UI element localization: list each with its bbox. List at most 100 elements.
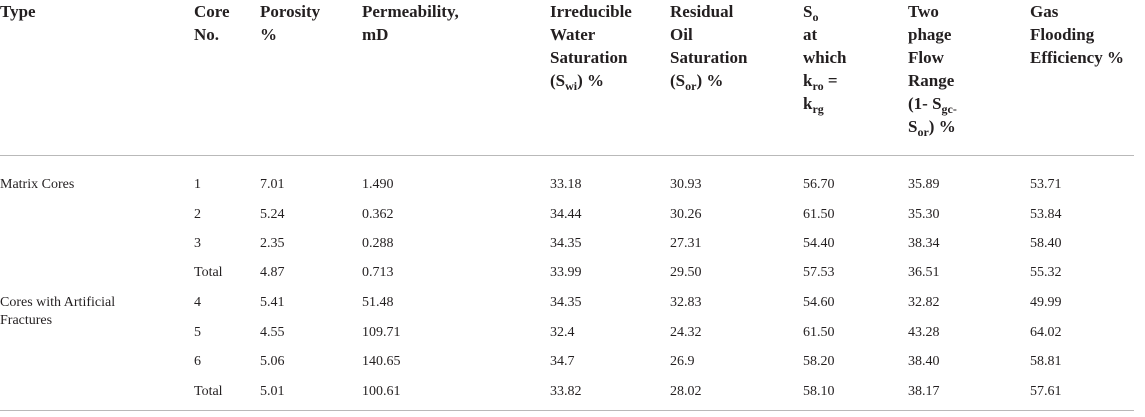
column-header-so: So at which kro = krg	[803, 0, 846, 115]
table-cell-so: 58.20	[803, 354, 835, 369]
table-cell-efficiency: 64.02	[1030, 325, 1062, 340]
header-text: Type	[0, 2, 36, 21]
table-cell-so: 61.50	[803, 207, 835, 222]
table-cell-porosity: 5.24	[260, 207, 285, 222]
table-cell-permeability: 100.61	[362, 384, 401, 399]
table-cell-porosity: 4.55	[260, 325, 285, 340]
header-subscript: rg	[812, 102, 824, 116]
table-cell-so: 61.50	[803, 325, 835, 340]
table-cell-efficiency: 53.84	[1030, 207, 1062, 222]
table-cell-twophase: 38.17	[908, 384, 940, 399]
table-cell-sor: 28.02	[670, 384, 702, 399]
header-text: ) %	[928, 117, 956, 136]
header-subscript: o	[812, 10, 819, 24]
header-text: Efficiency %	[1030, 48, 1124, 67]
table-cell-efficiency: 53.71	[1030, 177, 1062, 192]
table-cell-sor: 29.50	[670, 265, 702, 280]
header-text: Gas	[1030, 2, 1059, 21]
table-cell-efficiency: 55.32	[1030, 265, 1062, 280]
table-cell-porosity: 4.87	[260, 265, 285, 280]
table-cell-efficiency: 49.99	[1030, 295, 1062, 310]
header-text: Core	[194, 2, 230, 21]
table-cell-so: 54.40	[803, 236, 835, 251]
table-cell-swi: 34.35	[550, 236, 582, 251]
header-text: (1- S	[908, 94, 942, 113]
table-cell-twophase: 36.51	[908, 265, 940, 280]
table-cell-core: 4	[194, 295, 201, 310]
table-cell-porosity: 2.35	[260, 236, 285, 251]
table-cell-sor: 27.31	[670, 236, 702, 251]
table-cell-swi: 34.7	[550, 354, 575, 369]
table-cell-twophase: 35.30	[908, 207, 940, 222]
table-cell-permeability: 1.490	[362, 177, 394, 192]
header-subscript: or	[917, 125, 929, 139]
table-cell-twophase: 32.82	[908, 295, 940, 310]
header-text: Residual	[670, 2, 734, 21]
column-header-type: Type	[0, 0, 36, 23]
table-cell-permeability: 0.288	[362, 236, 394, 251]
header-text: k	[803, 94, 813, 113]
column-header-porosity: Porosity%	[260, 0, 320, 46]
header-text: ) %	[577, 71, 605, 90]
header-text: Two	[908, 2, 939, 21]
header-text: (S	[670, 71, 686, 90]
table-cell-sor: 30.93	[670, 177, 702, 192]
table-cell-permeability: 140.65	[362, 354, 401, 369]
table-cell-permeability: 51.48	[362, 295, 394, 310]
table-cell-so: 54.60	[803, 295, 835, 310]
table-cell-permeability: 0.362	[362, 207, 394, 222]
header-divider	[0, 155, 1134, 156]
header-text: at	[803, 25, 818, 44]
header-subscript: ro	[812, 79, 824, 93]
table-cell-efficiency: 58.81	[1030, 354, 1062, 369]
header-text: Oil	[670, 25, 693, 44]
table-cell-so: 58.10	[803, 384, 835, 399]
table-cell-porosity: 5.41	[260, 295, 285, 310]
table-cell-efficiency: 58.40	[1030, 236, 1062, 251]
table-cell-sor: 26.9	[670, 354, 695, 369]
table-cell-core: 3	[194, 236, 201, 251]
column-header-core: Core No.	[194, 0, 230, 46]
table-cell-twophase: 35.89	[908, 177, 940, 192]
table-cell-twophase: 38.40	[908, 354, 940, 369]
header-text: Range	[908, 71, 955, 90]
table-cell-porosity: 5.06	[260, 354, 285, 369]
header-text: =	[823, 71, 838, 90]
table-cell-so: 57.53	[803, 265, 835, 280]
column-header-efficiency: Gas Flooding Efficiency %	[1030, 0, 1124, 69]
table-cell-core: 1	[194, 177, 201, 192]
table-cell-permeability: 0.713	[362, 265, 394, 280]
header-text: k	[803, 71, 813, 90]
table-cell-core: 5	[194, 325, 201, 340]
header-text: Flooding	[1030, 25, 1095, 44]
header-text: Saturation	[670, 48, 748, 67]
header-text: Saturation	[550, 48, 628, 67]
header-text: phage	[908, 25, 952, 44]
table-cell-swi: 33.82	[550, 384, 582, 399]
table-cell-swi: 34.44	[550, 207, 582, 222]
table-cell-permeability: 109.71	[362, 325, 401, 340]
header-text: %	[260, 25, 277, 44]
table-cell-core: Total	[194, 384, 223, 399]
header-text: mD	[362, 25, 389, 44]
header-text: Permeability,	[362, 2, 459, 21]
column-header-sor: Residual Oil Saturation (Sor) %	[670, 0, 747, 92]
header-text: which	[803, 48, 847, 67]
table-cell-so: 56.70	[803, 177, 835, 192]
table-cell-sor: 24.32	[670, 325, 702, 340]
header-text: S	[803, 2, 813, 21]
column-header-twophase: Two phage Flow Range (1- Sgc- Sor) %	[908, 0, 957, 138]
table-cell-swi: 33.18	[550, 177, 582, 192]
table-bottom-rule	[0, 410, 1134, 411]
header-text: (S	[550, 71, 566, 90]
table-cell-core: 6	[194, 354, 201, 369]
table-cell-core: 2	[194, 207, 201, 222]
table-cell-swi: 32.4	[550, 325, 575, 340]
header-text: Water	[550, 25, 596, 44]
table-cell-efficiency: 57.61	[1030, 384, 1062, 399]
table-cell-core: Total	[194, 265, 223, 280]
header-text: Porosity	[260, 2, 321, 21]
table-cell-twophase: 43.28	[908, 325, 940, 340]
table-cell-swi: 34.35	[550, 295, 582, 310]
header-subscript: or	[685, 79, 697, 93]
